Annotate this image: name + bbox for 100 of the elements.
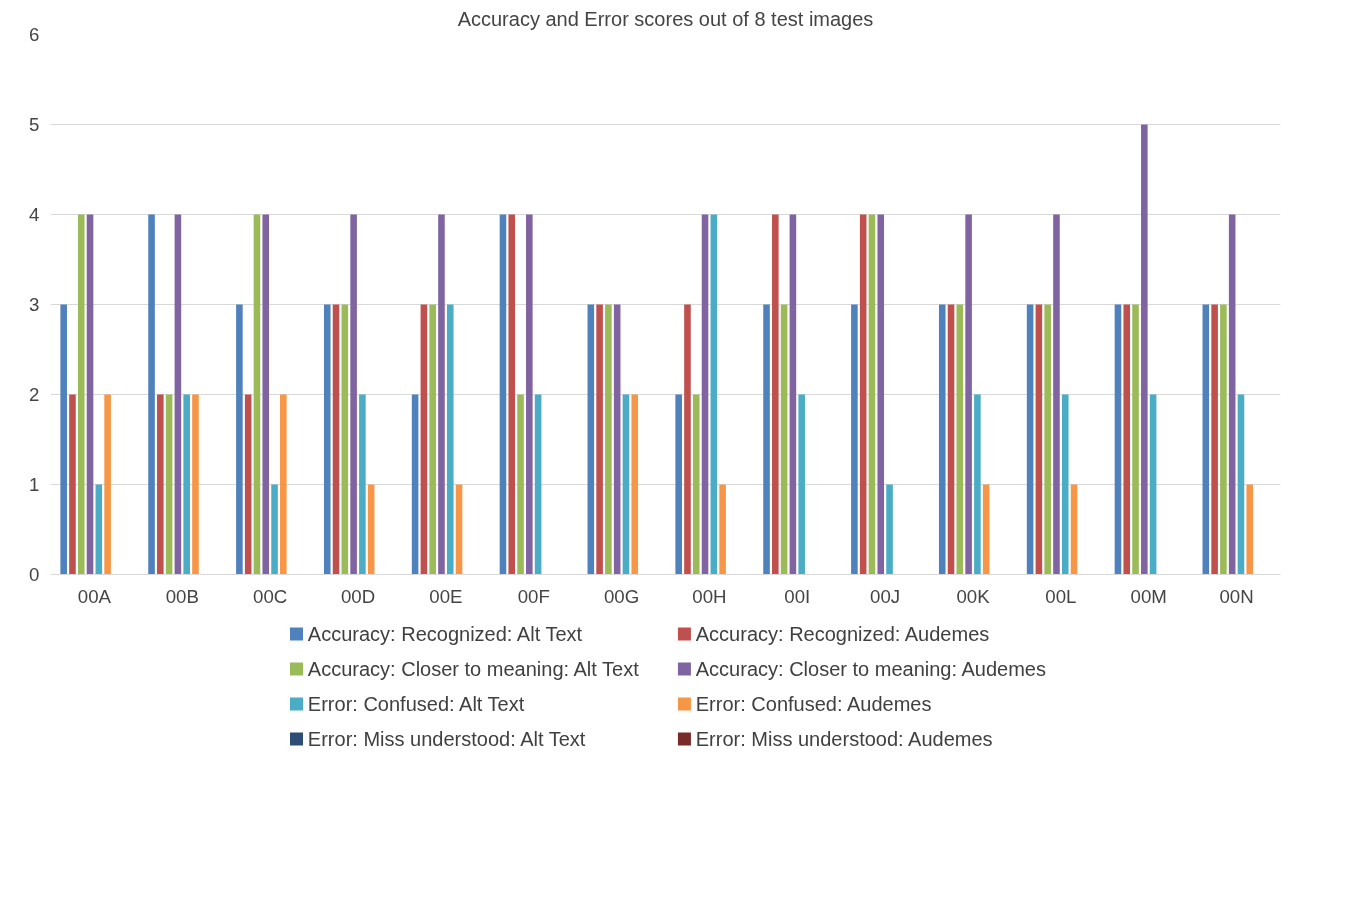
bar: [701, 214, 709, 575]
bar: [271, 484, 278, 575]
y-tick-label: 0: [29, 564, 40, 585]
x-tick-label: 00H: [692, 585, 727, 607]
bar: [622, 394, 630, 575]
x-tick-label: 00E: [429, 585, 463, 607]
x-tick-label: 00J: [870, 585, 901, 607]
bar: [1053, 214, 1060, 575]
bar: [280, 394, 287, 575]
x-tick-label: 00D: [340, 585, 376, 607]
bar: [886, 484, 893, 575]
bar: [60, 304, 67, 575]
y-tick-label: 3: [29, 294, 40, 315]
legend-label: Accuracy: Recognized: Audemes: [695, 623, 990, 645]
bar: [1228, 214, 1236, 575]
bar: [675, 394, 682, 575]
x-tick-label: 00C: [253, 585, 288, 607]
bar: [1061, 394, 1069, 575]
bar: [1026, 304, 1034, 575]
bar: [183, 394, 190, 575]
bar: [851, 304, 858, 575]
bar: [438, 214, 445, 575]
bar: [684, 304, 691, 575]
y-tick-label: 2: [29, 384, 40, 405]
bar: [411, 394, 419, 575]
bar: [772, 214, 779, 575]
bar: [868, 214, 876, 575]
bar: [262, 214, 270, 575]
bar: [877, 214, 885, 575]
bar: [613, 304, 621, 575]
bar: [1123, 304, 1131, 575]
chart-title: Accuracy and Error scores out of 8 test images: [457, 7, 874, 30]
x-tick-label: 00K: [956, 585, 991, 607]
bar: [244, 394, 252, 575]
x-tick-label: 00M: [1130, 585, 1167, 607]
bar: [1220, 304, 1227, 575]
bar: [710, 214, 718, 575]
bar: [69, 394, 76, 575]
bar: [332, 304, 340, 575]
bar: [956, 304, 964, 575]
bar: [192, 394, 199, 575]
bar: [508, 214, 516, 575]
bar: [859, 214, 867, 575]
x-tick-label: 00N: [1219, 585, 1254, 607]
bar: [446, 304, 454, 575]
x-tick-label: 00G: [603, 585, 640, 607]
y-tick-label: 6: [29, 24, 40, 45]
bar: [350, 214, 357, 575]
bar: [1070, 484, 1078, 575]
bar: [1114, 304, 1122, 575]
y-tick-label: 5: [29, 114, 40, 135]
bar: [517, 394, 524, 575]
bar: [1211, 304, 1218, 575]
bar: [253, 214, 261, 575]
x-tick-label: 00A: [77, 585, 112, 607]
legend-label: Error: Miss understood: Audemes: [695, 728, 993, 750]
bar: [104, 394, 111, 575]
x-tick-label: 00I: [784, 585, 811, 607]
bar: [1246, 484, 1254, 575]
legend-label: Accuracy: Closer to meaning: Alt Text: [307, 658, 640, 680]
bar: [429, 304, 436, 575]
bar: [367, 484, 375, 575]
bar: [938, 304, 946, 575]
bar: [1035, 304, 1043, 575]
legend-label: Accuracy: Recognized: Alt Text: [307, 623, 583, 645]
bar: [596, 304, 603, 575]
bar: [587, 304, 595, 575]
bar: [692, 394, 700, 575]
bar: [1141, 124, 1148, 575]
bar: [455, 484, 463, 575]
bar: [86, 214, 94, 575]
bar: [719, 484, 726, 575]
bar: [359, 394, 366, 575]
bar: [631, 394, 639, 575]
bar: [780, 304, 788, 575]
x-tick-label: 00L: [1045, 585, 1077, 607]
bar: [763, 304, 770, 575]
bar: [1149, 394, 1157, 575]
bar: [420, 304, 428, 575]
legend-label: Error: Confused: Alt Text: [307, 693, 525, 715]
legend-label: Error: Miss understood: Alt Text: [307, 728, 586, 750]
legend-label: Error: Confused: Audemes: [695, 693, 932, 715]
x-tick-label: 00B: [165, 585, 199, 607]
bar: [789, 214, 797, 575]
bar: [1202, 304, 1210, 575]
bar: [236, 304, 243, 575]
bar: [982, 484, 990, 575]
bar: [499, 214, 507, 575]
bar: [1044, 304, 1051, 575]
bar: [148, 214, 155, 575]
bar: [798, 394, 805, 575]
y-tick-label: 1: [29, 474, 40, 495]
bar: [341, 304, 349, 575]
bar: [605, 304, 612, 575]
bar: [95, 484, 103, 575]
bar: [174, 214, 182, 575]
bar: [165, 394, 173, 575]
bar: [1237, 394, 1245, 575]
bar: [323, 304, 331, 575]
bar: [77, 214, 85, 575]
